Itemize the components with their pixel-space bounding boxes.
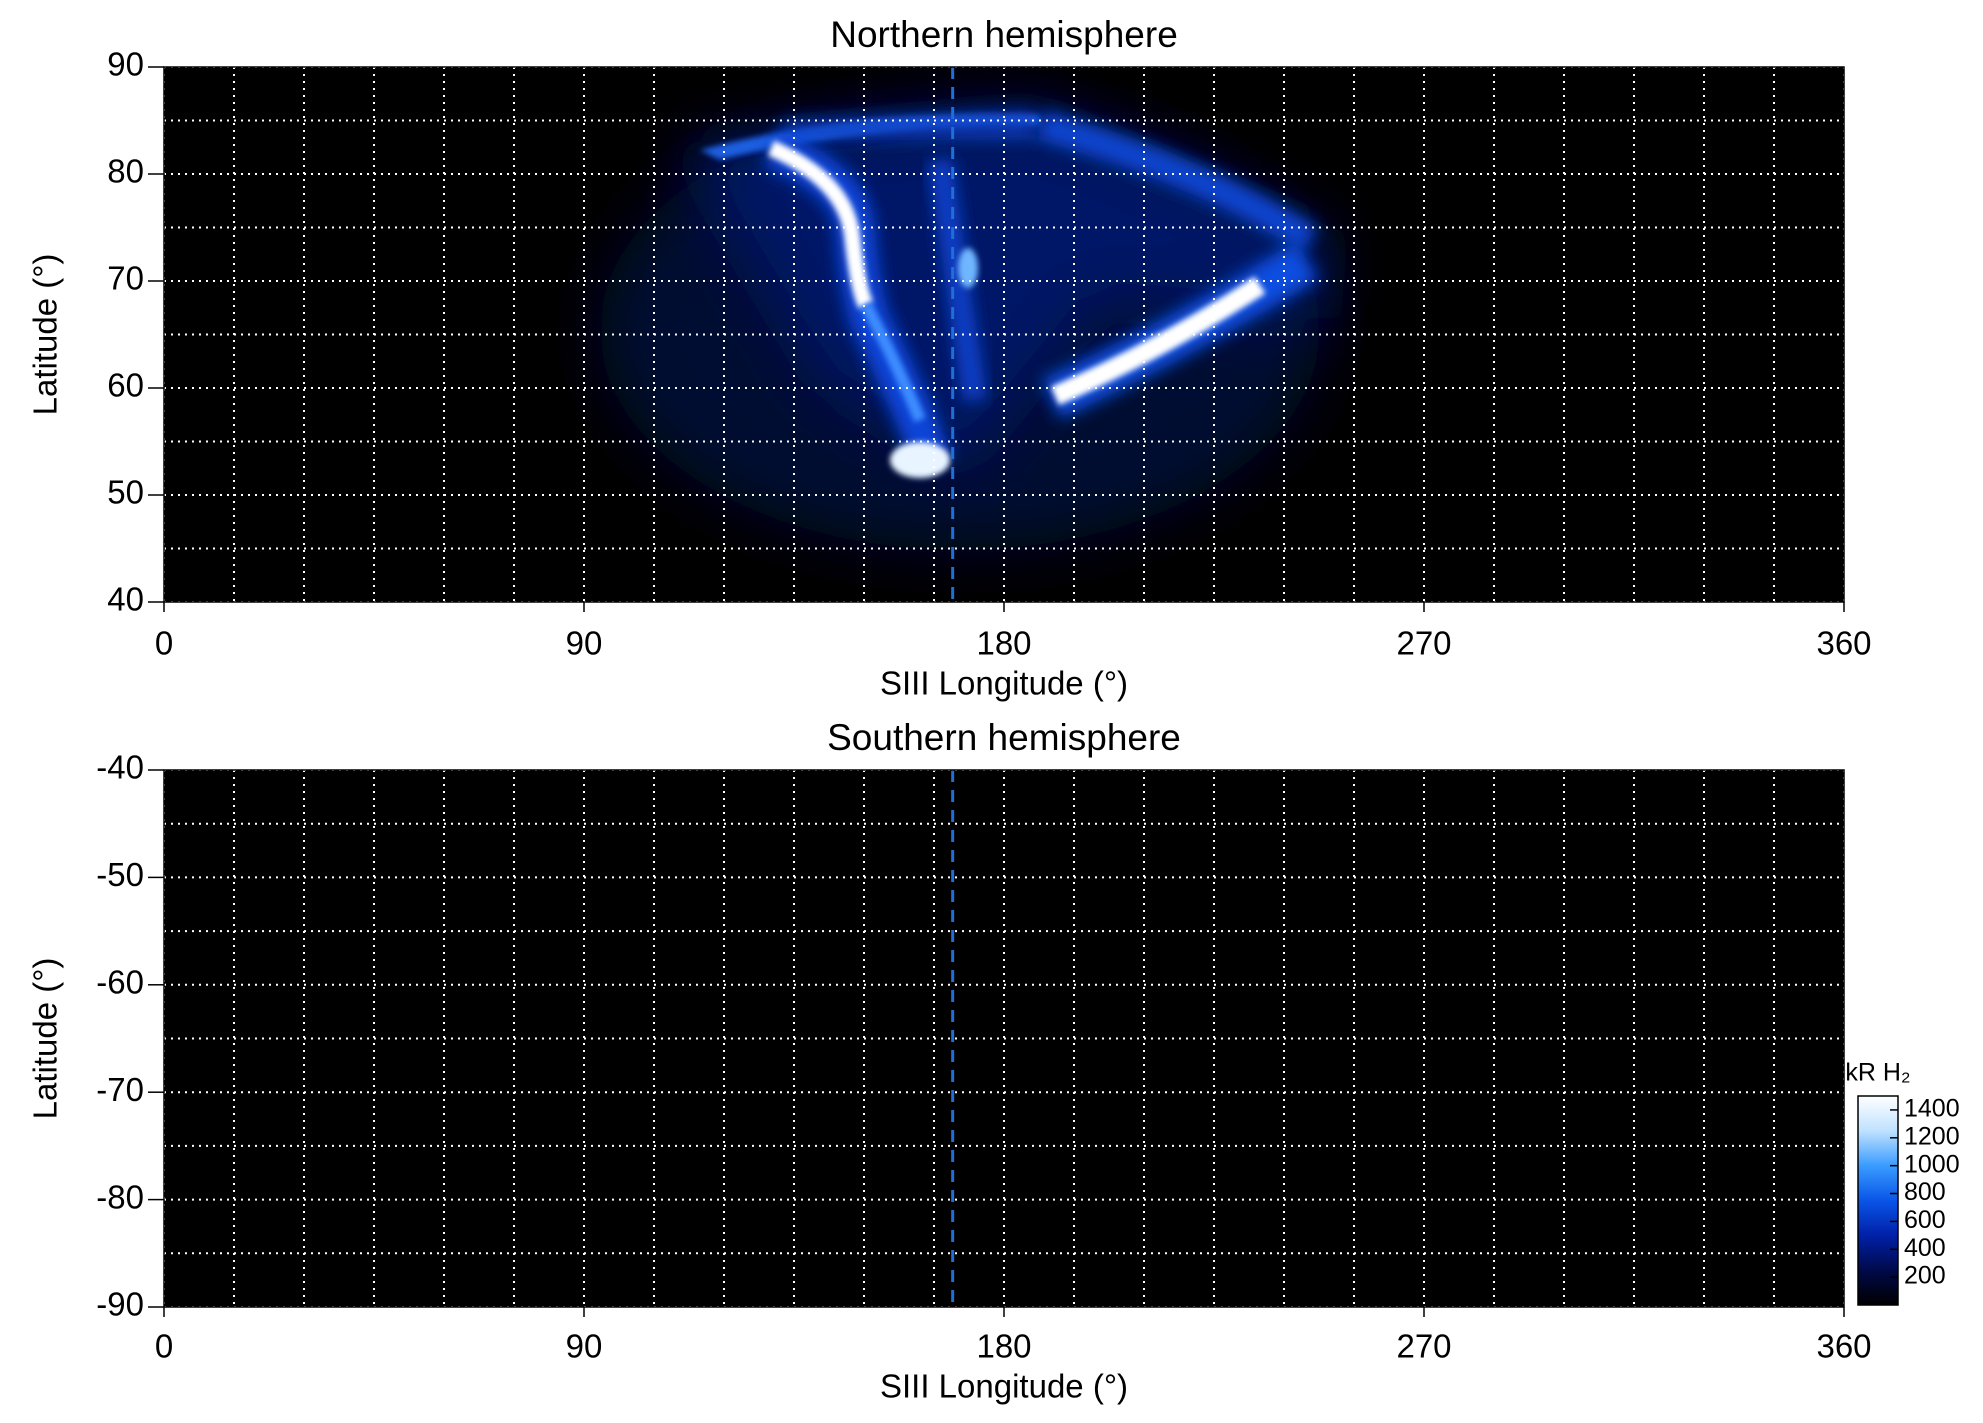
y-tick-label: 90 <box>107 46 144 83</box>
y-tick-label: 50 <box>107 474 144 511</box>
x-tick-label: 270 <box>1396 1328 1451 1365</box>
x-tick-label: 270 <box>1396 625 1451 662</box>
y-tick-label: 60 <box>107 367 144 404</box>
y-tick-label: -70 <box>96 1071 144 1108</box>
x-tick-label: 360 <box>1816 1328 1871 1365</box>
x-tick-label: 90 <box>566 625 603 662</box>
x-tick-label: 90 <box>566 1328 603 1365</box>
x-tick-label: 360 <box>1816 625 1871 662</box>
x-tick-label: 180 <box>976 625 1031 662</box>
chart-title: Southern hemisphere <box>827 717 1181 758</box>
y-tick-label: 40 <box>107 581 144 618</box>
y-tick-label: -80 <box>96 1178 144 1215</box>
y-tick-label: -40 <box>96 749 144 786</box>
y-tick-label: 80 <box>107 153 144 190</box>
aurora-emission <box>600 110 1330 550</box>
y-tick-label: -60 <box>96 964 144 1001</box>
y-axis-label: Latitude (°) <box>27 254 64 416</box>
x-axis-label: SIII Longitude (°) <box>880 1368 1128 1405</box>
x-axis-label: SIII Longitude (°) <box>880 665 1128 702</box>
colorbar-title: kR H₂ <box>1845 1059 1910 1087</box>
chart-layer: 0 90 180 270 360 40 50 60 70 80 90 Northern hemisph… <box>27 14 1960 1405</box>
colorbar-tick-label: 1000 <box>1904 1150 1960 1178</box>
colorbar-tick-label: 600 <box>1904 1206 1946 1234</box>
x-tick-label: 180 <box>976 1328 1031 1365</box>
colorbar-tick-label: 1400 <box>1904 1095 1960 1123</box>
y-tick-label: -90 <box>96 1286 144 1323</box>
y-tick-label: -50 <box>96 856 144 893</box>
chart-title: Northern hemisphere <box>830 14 1178 55</box>
x-tick-label: 0 <box>155 625 173 662</box>
colorbar-tick-label: 800 <box>1904 1178 1946 1206</box>
colorbar-tick-label: 400 <box>1904 1234 1946 1262</box>
x-tick-label: 0 <box>155 1328 173 1365</box>
colorbar <box>1857 1095 1899 1306</box>
y-tick-label: 70 <box>107 260 144 297</box>
y-axis-label: Latitude (°) <box>27 958 64 1120</box>
colorbar-tick-label: 1200 <box>1904 1122 1960 1150</box>
colorbar-tick-label: 200 <box>1904 1262 1946 1290</box>
